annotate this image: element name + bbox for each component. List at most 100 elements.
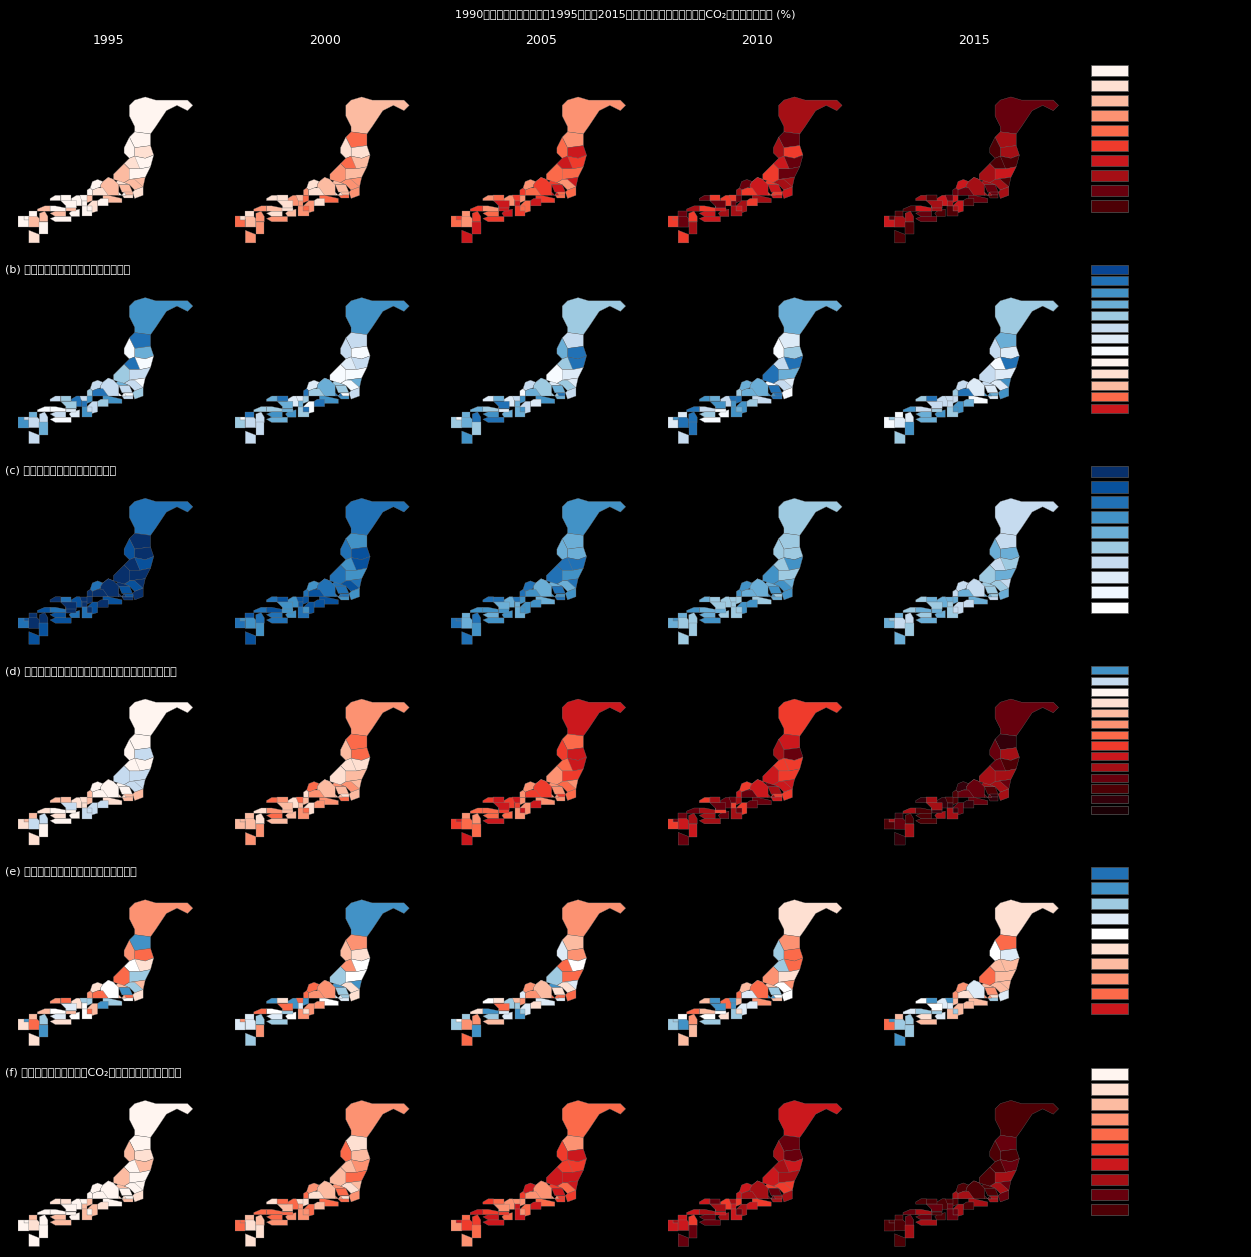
Polygon shape	[747, 199, 758, 206]
Polygon shape	[894, 431, 906, 444]
Polygon shape	[547, 380, 562, 386]
Polygon shape	[894, 1033, 906, 1046]
Polygon shape	[763, 1166, 778, 1187]
Text: 2.0 - 3.0: 2.0 - 3.0	[1138, 381, 1172, 390]
Polygon shape	[995, 378, 1011, 391]
Polygon shape	[88, 789, 93, 797]
Polygon shape	[784, 346, 803, 360]
Polygon shape	[514, 607, 525, 618]
Polygon shape	[771, 1195, 782, 1199]
Polygon shape	[114, 581, 129, 586]
Polygon shape	[345, 1180, 362, 1193]
Polygon shape	[934, 611, 946, 618]
Polygon shape	[115, 996, 126, 998]
Polygon shape	[349, 989, 359, 1002]
Polygon shape	[66, 810, 76, 813]
Polygon shape	[678, 618, 689, 628]
Polygon shape	[338, 593, 349, 597]
Polygon shape	[967, 578, 985, 597]
Polygon shape	[771, 393, 782, 396]
Polygon shape	[19, 1019, 29, 1029]
Polygon shape	[345, 699, 409, 737]
Polygon shape	[678, 832, 689, 845]
Polygon shape	[557, 940, 568, 962]
Polygon shape	[916, 211, 932, 216]
Polygon shape	[737, 590, 742, 597]
Polygon shape	[784, 547, 803, 559]
Polygon shape	[990, 137, 1001, 158]
Text: -10.0 - -8.0: -10.0 - -8.0	[1138, 558, 1183, 567]
Polygon shape	[557, 156, 573, 168]
Polygon shape	[764, 192, 776, 195]
Polygon shape	[557, 1170, 583, 1183]
Polygon shape	[114, 380, 129, 386]
Polygon shape	[483, 618, 504, 623]
Polygon shape	[990, 940, 1001, 962]
Polygon shape	[101, 177, 114, 185]
Polygon shape	[114, 1166, 129, 1187]
Bar	[1091, 742, 1127, 749]
Polygon shape	[737, 406, 742, 412]
Polygon shape	[452, 1019, 462, 1029]
Polygon shape	[562, 333, 583, 348]
Polygon shape	[276, 1199, 288, 1204]
Polygon shape	[554, 192, 565, 195]
Polygon shape	[80, 797, 88, 803]
Polygon shape	[562, 97, 626, 134]
Polygon shape	[121, 996, 133, 998]
Polygon shape	[266, 211, 283, 216]
Polygon shape	[884, 818, 894, 830]
Polygon shape	[998, 387, 1008, 400]
Polygon shape	[296, 597, 304, 602]
Text: 90 -: 90 -	[1138, 1204, 1153, 1214]
Polygon shape	[240, 216, 245, 220]
Polygon shape	[71, 1199, 81, 1209]
Polygon shape	[773, 581, 792, 591]
Polygon shape	[771, 593, 782, 597]
Polygon shape	[514, 1199, 525, 1207]
Polygon shape	[124, 782, 143, 792]
Polygon shape	[0, 486, 13, 497]
Polygon shape	[88, 187, 93, 195]
Polygon shape	[673, 818, 678, 822]
Polygon shape	[737, 607, 742, 612]
Polygon shape	[894, 1233, 906, 1247]
Polygon shape	[296, 998, 304, 1003]
Text: 25 - 30: 25 - 30	[1138, 141, 1167, 150]
Polygon shape	[124, 156, 140, 168]
Polygon shape	[953, 808, 958, 813]
Polygon shape	[38, 206, 50, 211]
Polygon shape	[214, 1089, 229, 1099]
Polygon shape	[499, 1212, 509, 1214]
Polygon shape	[562, 699, 626, 737]
Polygon shape	[470, 808, 483, 813]
Polygon shape	[462, 412, 470, 420]
Polygon shape	[963, 1202, 973, 1209]
Polygon shape	[771, 797, 782, 801]
Polygon shape	[50, 818, 71, 823]
Polygon shape	[764, 794, 776, 797]
Polygon shape	[40, 823, 48, 837]
Polygon shape	[557, 959, 573, 972]
Text: - -6.0: - -6.0	[1138, 869, 1160, 877]
Polygon shape	[266, 1014, 283, 1019]
Polygon shape	[124, 940, 135, 962]
Text: -12.0 - -10.0: -12.0 - -10.0	[1138, 543, 1188, 552]
Polygon shape	[24, 818, 29, 822]
Polygon shape	[985, 386, 998, 393]
Polygon shape	[884, 1019, 894, 1029]
Polygon shape	[29, 216, 40, 228]
Polygon shape	[894, 211, 903, 219]
Polygon shape	[916, 607, 932, 612]
Polygon shape	[101, 779, 114, 787]
Polygon shape	[523, 380, 535, 391]
Polygon shape	[298, 401, 304, 406]
Polygon shape	[995, 498, 1058, 535]
Polygon shape	[547, 967, 562, 985]
Polygon shape	[60, 797, 71, 803]
Polygon shape	[967, 980, 980, 988]
Bar	[1091, 587, 1127, 598]
Polygon shape	[214, 486, 229, 497]
Polygon shape	[554, 998, 565, 1002]
Bar	[1091, 512, 1127, 523]
